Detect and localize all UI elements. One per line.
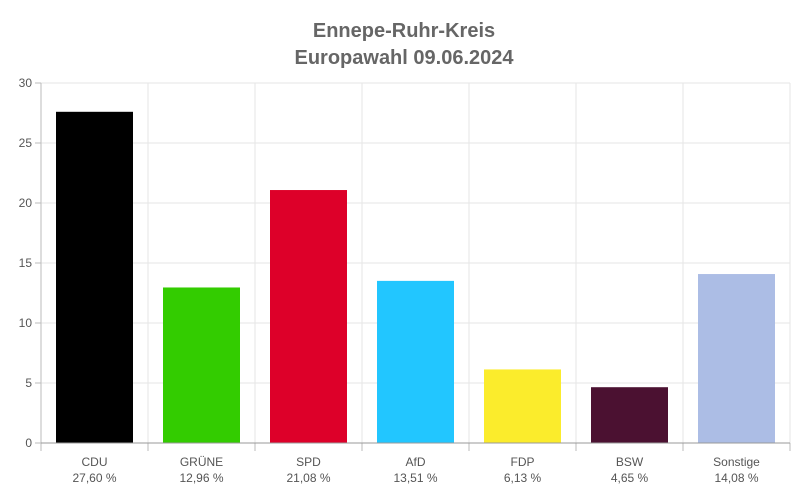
category-label: Sonstige bbox=[713, 455, 760, 469]
value-label: 12,96 % bbox=[179, 471, 223, 485]
bar-fdp bbox=[484, 369, 561, 443]
bar-bsw bbox=[591, 387, 668, 443]
category-label: FDP bbox=[511, 455, 535, 469]
y-tick-label: 30 bbox=[19, 76, 33, 90]
bars bbox=[56, 111, 775, 444]
category-label: CDU bbox=[82, 455, 108, 469]
chart-subtitle: Europawahl 09.06.2024 bbox=[294, 47, 514, 69]
y-tick-label: 25 bbox=[19, 136, 33, 150]
category-label: BSW bbox=[616, 455, 644, 469]
bar-afd bbox=[377, 280, 454, 443]
category-label: GRÜNE bbox=[180, 455, 223, 469]
chart-title: Ennepe-Ruhr-Kreis bbox=[312, 20, 496, 42]
y-tick-label: 10 bbox=[19, 316, 33, 330]
value-label: 4,65 % bbox=[611, 471, 649, 485]
bar-grüne bbox=[163, 287, 240, 443]
y-axis: 0 5 10 15 20 25 30 bbox=[19, 76, 42, 450]
value-label: 27,60 % bbox=[72, 471, 116, 485]
bar-cdu bbox=[56, 111, 133, 444]
category-label: AfD bbox=[405, 455, 425, 469]
y-tick-label: 15 bbox=[19, 256, 33, 270]
bar-sonstige bbox=[698, 274, 775, 443]
y-tick-label: 5 bbox=[25, 376, 32, 390]
bar-spd bbox=[270, 190, 347, 443]
value-label: 21,08 % bbox=[286, 471, 330, 485]
y-tick-label: 0 bbox=[25, 436, 32, 450]
value-label: 14,08 % bbox=[714, 471, 758, 485]
x-axis: CDU 27,60 % GRÜNE 12,96 % SPD 21,08 % AfD 13,51… bbox=[40, 442, 791, 485]
y-tick-label: 20 bbox=[19, 196, 33, 210]
category-label: SPD bbox=[296, 455, 321, 469]
value-label: 6,13 % bbox=[504, 471, 542, 485]
value-label: 13,51 % bbox=[393, 471, 437, 485]
